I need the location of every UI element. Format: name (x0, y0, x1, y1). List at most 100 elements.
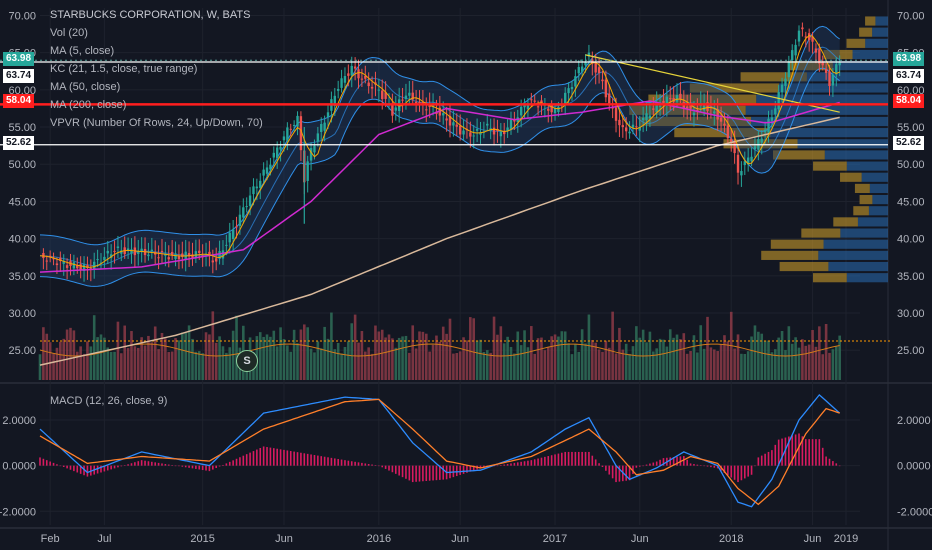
volume-bar (574, 344, 577, 380)
volume-bar (42, 327, 45, 380)
volume-bar (326, 338, 330, 380)
macd-histogram-bar (791, 435, 794, 466)
macd-histogram-bar (557, 453, 560, 466)
y-tick-label-left: 35.00 (8, 271, 36, 283)
volume-bar (570, 354, 574, 380)
y-tick-label-left: 55.00 (8, 122, 36, 134)
macd-histogram-bar (276, 448, 278, 466)
volume-bar (668, 329, 672, 380)
volume-bar (624, 343, 628, 380)
volume-bar (784, 350, 787, 380)
candle-body (462, 130, 465, 135)
volume-bar (482, 351, 486, 380)
macd-histogram-bar (279, 449, 282, 466)
vpvr-down-bar (773, 150, 825, 160)
vpvr-down-bar (648, 94, 757, 104)
macd-histogram-bar (618, 465, 621, 482)
y-tick-label-left: 30.00 (8, 308, 36, 320)
candle-body (723, 123, 726, 126)
volume-bar (591, 340, 594, 380)
macd-histogram-bar (574, 451, 577, 466)
macd-histogram-bar (174, 465, 177, 467)
volume-bar (757, 331, 760, 380)
macd-histogram-bar (835, 463, 838, 466)
legend-kc[interactable]: KC (21, 1.5, close, true range) (50, 63, 198, 75)
volume-bar (665, 346, 669, 380)
volume-bar (553, 334, 557, 380)
candle-body (621, 125, 625, 128)
volume-bar (109, 352, 113, 380)
macd-histogram-bar (110, 465, 112, 470)
macd-legend[interactable]: MACD (12, 26, close, 9) (50, 395, 168, 407)
candle-body (279, 146, 282, 150)
volume-bar (536, 338, 540, 380)
macd-histogram-bar (767, 451, 770, 466)
volume-bar (214, 342, 218, 380)
volume-bar (557, 336, 560, 380)
legend-vol[interactable]: Vol (20) (50, 27, 88, 39)
macd-histogram-bar (181, 465, 184, 467)
candle-body (225, 244, 228, 246)
candle-body (509, 119, 513, 130)
macd-histogram-bar (513, 462, 516, 466)
macd-histogram-bar (45, 460, 48, 466)
ma5-line (39, 34, 840, 268)
macd-histogram-bar (117, 465, 119, 468)
volume-bar (506, 336, 509, 380)
candle-body (550, 104, 553, 113)
candle-body (292, 124, 296, 126)
volume-bar (567, 343, 570, 380)
legend-vpvr[interactable]: VPVR (Number Of Rows, 24, Up/Down, 70) (50, 117, 263, 129)
volume-bar (92, 315, 96, 380)
candle-body (743, 161, 746, 166)
volume-bar (750, 336, 753, 380)
volume-bar (86, 341, 89, 380)
macd-histogram-bar (137, 461, 140, 466)
candle-body (641, 117, 645, 121)
candle-body (753, 146, 757, 150)
volume-bar (133, 346, 137, 380)
volume-bar (275, 346, 279, 380)
volume-bar (136, 347, 140, 380)
candle-body (499, 131, 503, 137)
volume-bar (645, 342, 648, 380)
candle-body (628, 131, 631, 134)
candle-body (719, 117, 723, 122)
legend-ma5[interactable]: MA (5, close) (50, 45, 115, 57)
macd-histogram-bar (811, 439, 814, 466)
candle-body (333, 95, 336, 106)
candle-body (519, 106, 523, 116)
candle-body (62, 260, 65, 264)
candle-body (343, 76, 347, 83)
candle-body (669, 98, 672, 100)
candle-body (662, 100, 665, 104)
vpvr-up-bar (875, 16, 888, 26)
macd-histogram-bar (347, 460, 350, 466)
volume-bar (675, 334, 679, 380)
macd-histogram-bar (171, 465, 173, 466)
candle-body (706, 102, 709, 111)
x-tick-label: Jun (631, 533, 649, 545)
volume-bar (424, 333, 428, 380)
candle-body (730, 138, 733, 144)
candle-body (547, 108, 550, 111)
volume-bar (269, 336, 272, 380)
macd-histogram-bar (303, 453, 306, 466)
legend-ma200[interactable]: MA (200, close) (50, 99, 127, 111)
vpvr-down-bar (801, 228, 841, 238)
legend-ma50[interactable]: MA (50, close) (50, 81, 121, 93)
y-tick-label-left: 45.00 (8, 196, 36, 208)
candle-body (804, 36, 807, 38)
candle-body (418, 101, 421, 103)
x-tick-label: Jul (97, 533, 111, 545)
volume-bar (113, 351, 116, 380)
volume-bar (218, 336, 221, 380)
volume-bar (801, 339, 804, 380)
y-tick-label-right: 60.00 (897, 85, 925, 97)
volume-bar (147, 335, 150, 380)
split-event-marker[interactable]: S (236, 350, 258, 372)
macd-histogram-bar (764, 453, 766, 466)
candle-body (638, 126, 641, 131)
macd-histogram-bar (415, 465, 417, 482)
